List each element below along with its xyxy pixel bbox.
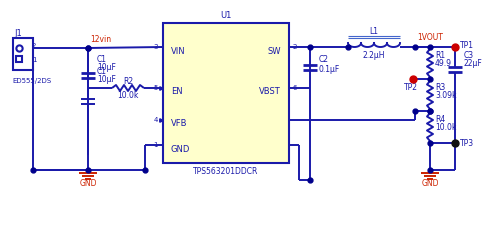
Text: GND: GND xyxy=(79,180,97,188)
Text: U1: U1 xyxy=(221,10,232,20)
Text: TP1: TP1 xyxy=(460,42,474,50)
Text: L1: L1 xyxy=(369,27,379,37)
Text: R3: R3 xyxy=(435,82,445,91)
Text: 2.2µH: 2.2µH xyxy=(363,52,385,61)
Text: TP3: TP3 xyxy=(460,138,474,148)
Text: VFB: VFB xyxy=(171,119,188,128)
Text: 1: 1 xyxy=(154,142,158,148)
Bar xyxy=(16,56,22,62)
Text: GND: GND xyxy=(171,145,191,153)
Text: R4: R4 xyxy=(435,114,445,123)
Text: 2: 2 xyxy=(32,43,36,49)
Text: TP2: TP2 xyxy=(404,84,418,92)
Text: C1: C1 xyxy=(97,67,107,76)
Text: 12vin: 12vin xyxy=(90,35,111,44)
Text: 1: 1 xyxy=(32,57,36,63)
Text: TPS563201DDCR: TPS563201DDCR xyxy=(193,166,258,175)
Text: VIN: VIN xyxy=(171,47,186,55)
Text: 5: 5 xyxy=(154,85,158,91)
Text: 3.09k: 3.09k xyxy=(435,91,457,99)
Text: 22µF: 22µF xyxy=(464,59,483,67)
Text: SW: SW xyxy=(267,47,281,55)
Text: C1: C1 xyxy=(97,55,107,64)
Text: GND: GND xyxy=(421,180,439,188)
Text: 10.0k: 10.0k xyxy=(435,123,457,131)
Text: 0.1µF: 0.1µF xyxy=(319,66,340,74)
Text: 2: 2 xyxy=(293,44,297,50)
Text: 10µF: 10µF xyxy=(97,64,116,72)
Text: 10.0k: 10.0k xyxy=(117,91,139,99)
Text: 10µF: 10µF xyxy=(97,75,116,84)
Text: EN: EN xyxy=(171,87,183,96)
Text: C2: C2 xyxy=(319,55,329,64)
Text: 6: 6 xyxy=(293,85,297,91)
Text: J1: J1 xyxy=(14,29,22,37)
Text: 49.9: 49.9 xyxy=(435,59,452,67)
Text: 1VOUT: 1VOUT xyxy=(417,32,443,42)
Text: C3: C3 xyxy=(464,50,474,59)
Bar xyxy=(163,23,289,163)
Text: R1: R1 xyxy=(435,50,445,59)
Text: 3: 3 xyxy=(154,44,158,50)
Text: R2: R2 xyxy=(123,76,133,86)
Text: 4: 4 xyxy=(154,117,158,123)
Bar xyxy=(13,38,33,70)
Text: VBST: VBST xyxy=(259,87,281,96)
Text: ED555/2DS: ED555/2DS xyxy=(12,78,51,84)
